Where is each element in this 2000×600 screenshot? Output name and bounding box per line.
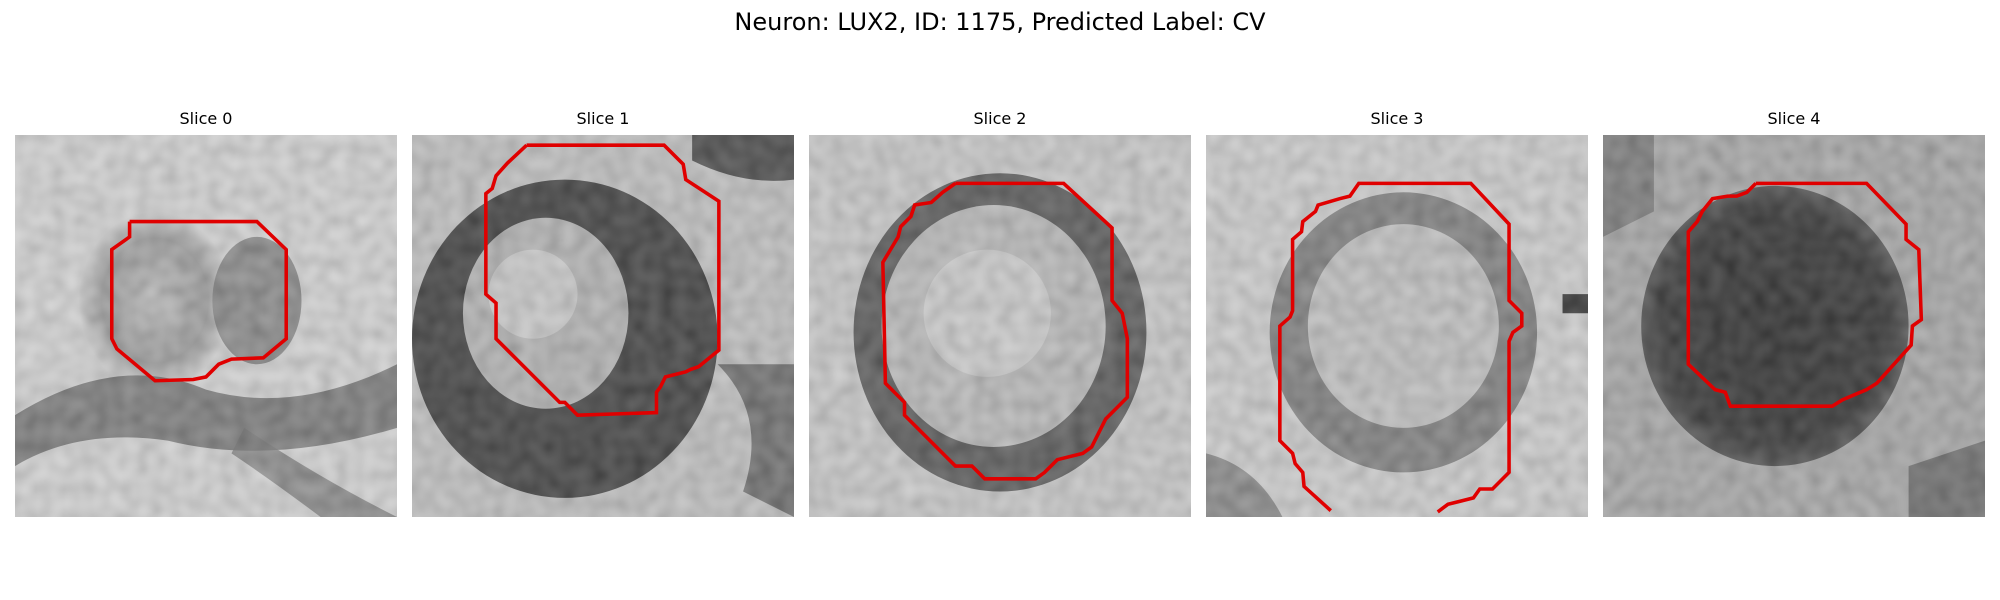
contour-1 — [484, 143, 721, 417]
contour-2 — [881, 181, 1130, 481]
slice-title-4: Slice 4 — [1767, 109, 1821, 128]
slice-title-1: Slice 1 — [576, 109, 630, 128]
slice-panels: Slice 0 Slice 1 — [15, 108, 2000, 520]
slice-panel-3: Slice 3 — [1206, 108, 1588, 520]
figure-title: Neuron: LUX2, ID: 1175, Predicted Label:… — [734, 8, 1266, 36]
slice-image-3 — [1206, 135, 1588, 517]
contour-3 — [1278, 181, 1524, 514]
slice-panel-4: Slice 4 — [1603, 108, 1985, 520]
contour-0 — [109, 219, 289, 383]
slice-image-1 — [412, 135, 794, 517]
slice-title-3: Slice 3 — [1370, 109, 1424, 128]
contour-4 — [1686, 181, 1924, 409]
slice-image-0 — [15, 135, 397, 517]
slice-title-2: Slice 2 — [973, 109, 1027, 128]
slice-panel-1: Slice 1 — [412, 108, 794, 520]
slice-title-0: Slice 0 — [179, 109, 233, 128]
slice-panel-0: Slice 0 — [15, 108, 397, 520]
slice-image-4 — [1603, 135, 1985, 517]
slice-image-2 — [809, 135, 1191, 517]
slice-panel-2: Slice 2 — [809, 108, 1191, 520]
